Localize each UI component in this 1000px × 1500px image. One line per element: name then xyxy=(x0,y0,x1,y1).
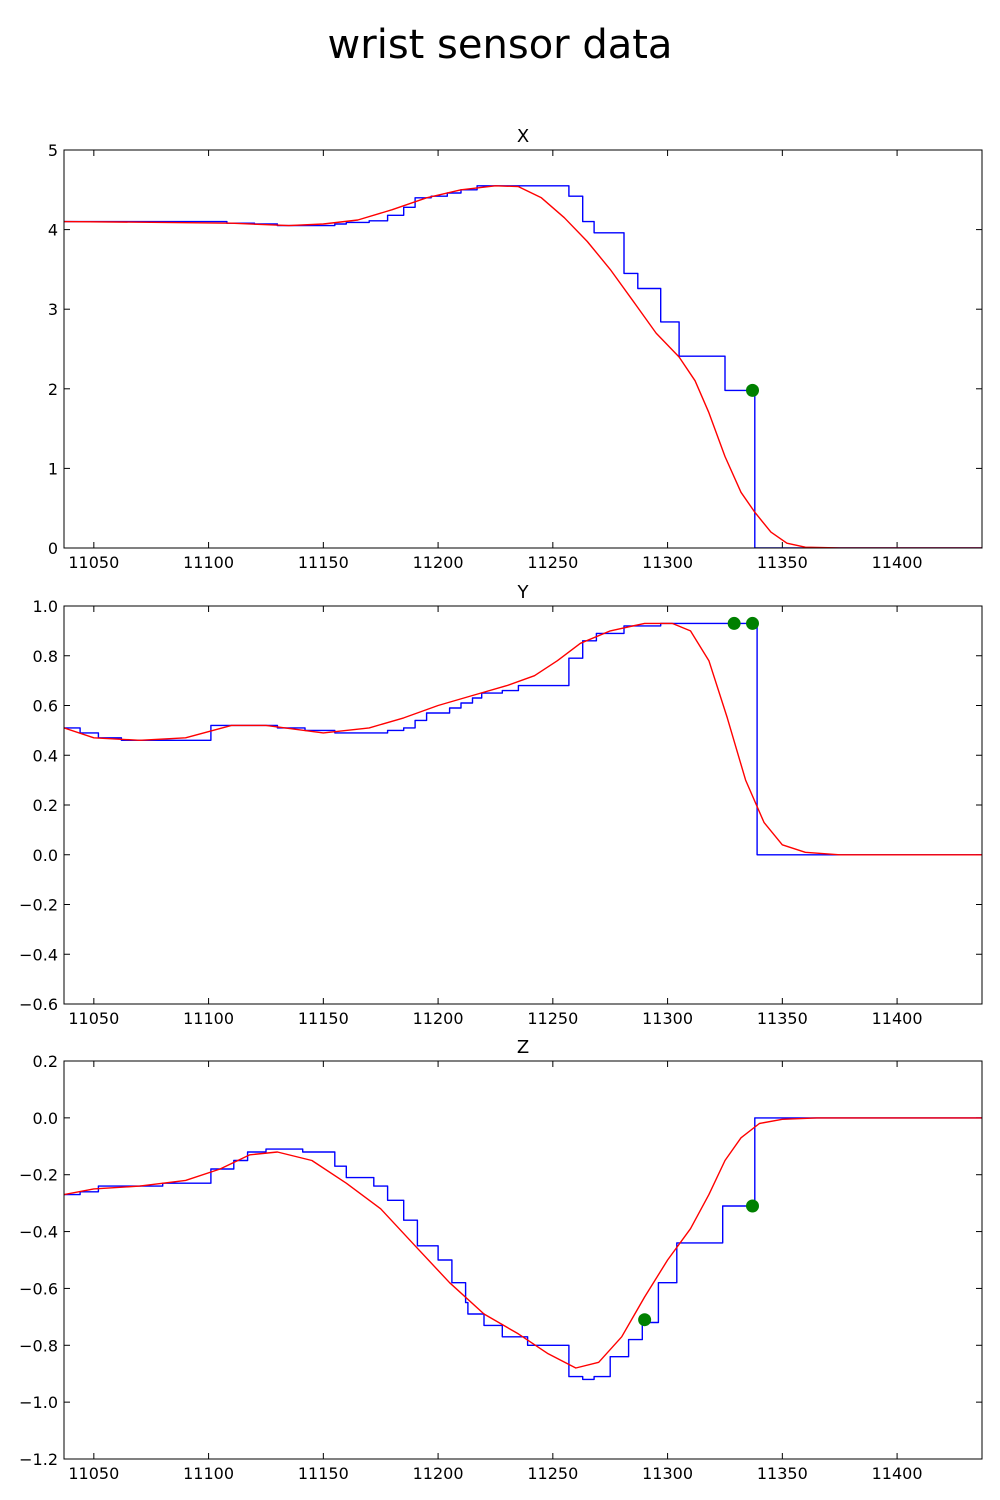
panel-x-xtick-label: 11300 xyxy=(642,553,693,572)
figure-title: wrist sensor data xyxy=(327,22,673,68)
panel-y-xtick-label: 11150 xyxy=(298,1009,349,1028)
panel-y-ytick-label: 0.2 xyxy=(33,796,58,815)
panel-x-frame xyxy=(63,149,983,549)
panel-x-smoothed-series-line xyxy=(64,185,982,548)
panel-y-raw-series-line xyxy=(64,622,982,856)
panel-y-xtick-label: 11200 xyxy=(413,1009,464,1028)
panel-z-xtick-label: 11250 xyxy=(527,1464,578,1483)
panel-y-ytick-label: 0.0 xyxy=(33,846,58,865)
panel-z-ytick-label: −0.8 xyxy=(19,1336,58,1355)
panel-y-ytick-label: −0.6 xyxy=(19,995,58,1014)
panel-y-xtick-label: 11400 xyxy=(872,1009,923,1028)
panel-z-marker-point xyxy=(746,1199,759,1213)
panel-x-ytick-label: 1 xyxy=(48,459,58,478)
panel-x-xtick-label: 11350 xyxy=(757,553,808,572)
panel-z-xtick-label: 11400 xyxy=(872,1464,923,1483)
panel-z-ytick-label: −0.2 xyxy=(19,1166,58,1185)
panel-z-ytick-label: 0.2 xyxy=(33,1052,58,1071)
panel-z-title: Z xyxy=(517,1037,529,1058)
panel-z-ytick-label: −0.4 xyxy=(19,1223,58,1242)
panel-y-xtick-label: 11050 xyxy=(68,1009,119,1028)
panel-y-ytick-label: 1.0 xyxy=(33,597,58,616)
panel-x-ytick-label: 2 xyxy=(48,380,58,399)
panel-x-ytick-label: 5 xyxy=(48,141,58,160)
panel-x-xtick-label: 11150 xyxy=(298,553,349,572)
panel-z-marker-point xyxy=(638,1313,652,1327)
panel-x-ytick-label: 4 xyxy=(48,221,58,240)
panel-y-ytick-label: 0.8 xyxy=(33,647,58,666)
panel-x-raw-series-line xyxy=(64,185,982,548)
panel-x: X 11050 11100 11150 11200 11250 11300 11350 1140… xyxy=(48,126,983,572)
panel-y-ytick-label: −0.4 xyxy=(19,945,58,964)
panel-z-ytick-label: 0.0 xyxy=(33,1109,58,1128)
panel-z-ytick-label: −1.2 xyxy=(19,1450,58,1469)
panel-z-xtick-label: 11100 xyxy=(183,1464,234,1483)
panel-y: Y 11050 11100 11150 11200 11250 11300 11350 1140… xyxy=(19,582,983,1028)
panel-y-marker-point xyxy=(746,616,759,630)
panel-z-xtick-label: 11150 xyxy=(298,1464,349,1483)
panel-x-title: X xyxy=(517,126,529,147)
panel-y-xtick-label: 11350 xyxy=(757,1009,808,1028)
panel-y-ytick-label: 0.4 xyxy=(33,746,58,765)
panel-x-xtick-label: 11050 xyxy=(68,553,119,572)
panel-z-xtick-label: 11350 xyxy=(757,1464,808,1483)
panel-z-frame xyxy=(63,1060,983,1460)
panel-z-xtick-label: 11050 xyxy=(68,1464,119,1483)
panel-z-raw-series-line xyxy=(64,1117,982,1381)
panel-x-xtick-label: 11200 xyxy=(413,553,464,572)
panel-z-smoothed-series-line xyxy=(64,1117,982,1369)
panel-x-xtick-label: 11100 xyxy=(183,553,234,572)
panel-y-xtick-label: 11300 xyxy=(642,1009,693,1028)
panel-z-ytick-label: −0.6 xyxy=(19,1279,58,1298)
panel-x-ytick-label: 3 xyxy=(48,300,58,319)
panel-z-xtick-label: 11200 xyxy=(413,1464,464,1483)
panel-y-title: Y xyxy=(517,582,530,603)
panel-y-marker-point xyxy=(727,616,741,630)
panel-y-ytick-label: −0.2 xyxy=(19,896,58,915)
panel-z-xtick-label: 11300 xyxy=(642,1464,693,1483)
panel-y-ytick-label: 0.6 xyxy=(33,697,58,716)
panel-y-xtick-label: 11250 xyxy=(527,1009,578,1028)
panel-y-smoothed-series-line xyxy=(64,622,982,856)
panel-z-ytick-label: −1.0 xyxy=(19,1393,58,1412)
panel-y-xtick-label: 11100 xyxy=(183,1009,234,1028)
panel-x-xtick-label: 11250 xyxy=(527,553,578,572)
panel-z: Z 11050 11100 11150 11200 11250 11300 11350 1140… xyxy=(19,1037,983,1483)
panel-x-marker-point xyxy=(746,383,759,397)
panel-x-ytick-label: 0 xyxy=(48,539,58,558)
panel-x-xtick-label: 11400 xyxy=(872,553,923,572)
panel-y-frame xyxy=(63,605,983,1005)
